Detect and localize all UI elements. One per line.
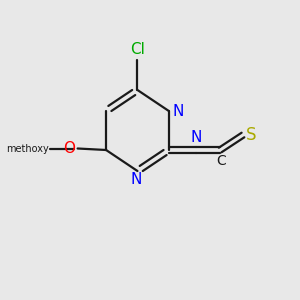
Text: N: N <box>131 172 142 187</box>
Text: methoxy: methoxy <box>6 143 49 154</box>
Text: S: S <box>246 126 256 144</box>
Text: O: O <box>63 141 75 156</box>
Text: N: N <box>190 130 202 146</box>
Text: N: N <box>172 103 184 118</box>
Text: C: C <box>216 154 226 168</box>
Text: Cl: Cl <box>130 42 145 57</box>
